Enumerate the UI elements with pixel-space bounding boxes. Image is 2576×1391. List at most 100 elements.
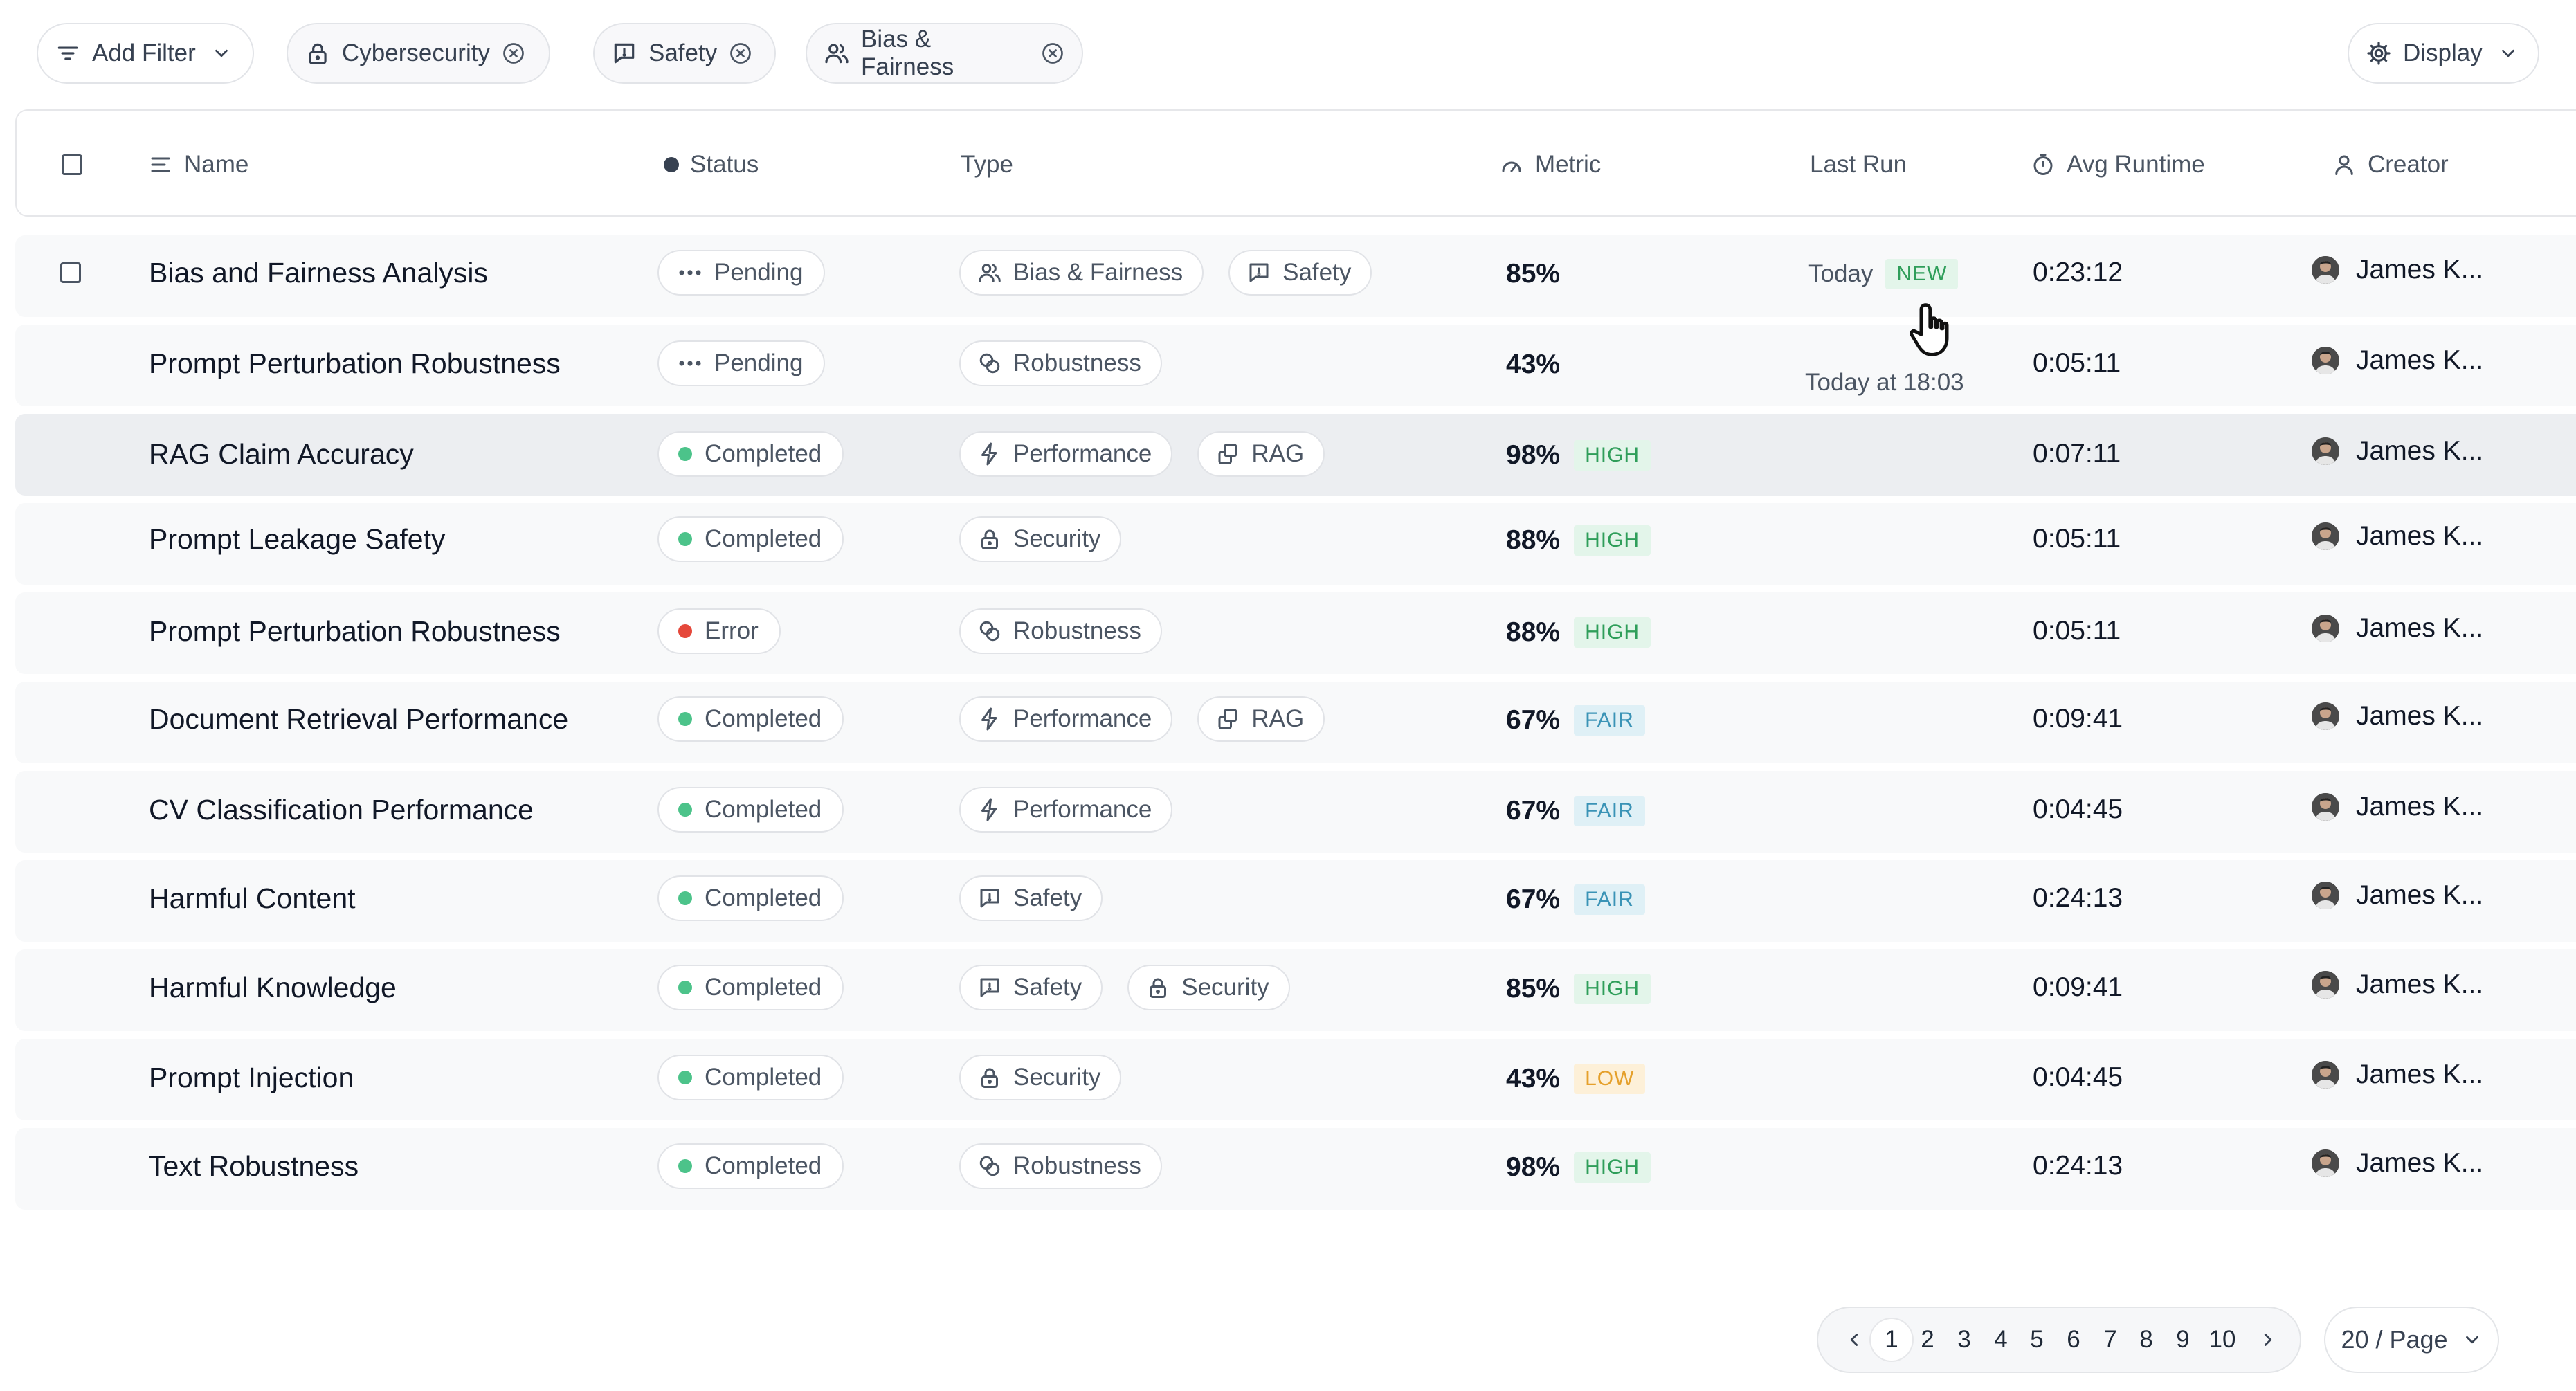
status-badge: Completed — [657, 431, 844, 477]
next-page-button[interactable] — [2247, 1319, 2289, 1361]
row-name[interactable]: Harmful Knowledge — [149, 971, 397, 1003]
close-circle-icon[interactable] — [501, 41, 526, 66]
last-run-text: Today — [1808, 260, 1874, 287]
page-6-button[interactable]: 6 — [2067, 1326, 2080, 1353]
column-header-avg-runtime[interactable]: Avg Runtime — [2031, 111, 2205, 218]
status-badge: Completed — [657, 787, 844, 833]
type-tags: Safety — [959, 875, 1103, 921]
status-dot-icon — [678, 803, 692, 817]
row-name[interactable]: Prompt Injection — [149, 1061, 354, 1093]
row-name[interactable]: Prompt Perturbation Robustness — [149, 615, 561, 647]
creator-name: James K... — [2356, 521, 2484, 551]
row-name[interactable]: Document Retrieval Performance — [149, 702, 569, 735]
status-dot-icon — [678, 1071, 692, 1084]
page-5-button[interactable]: 5 — [2030, 1326, 2044, 1353]
message-alert-icon — [980, 978, 999, 997]
page-2-button[interactable]: 2 — [1921, 1326, 1934, 1353]
creator-cell[interactable]: James K... — [2312, 878, 2483, 913]
creator-cell[interactable]: James K... — [2312, 611, 2483, 646]
metric-value: 85% — [1506, 974, 1561, 1003]
row-name[interactable]: CV Classification Performance — [149, 793, 534, 826]
creator-cell[interactable]: James K... — [2312, 434, 2483, 469]
row-name[interactable]: Text Robustness — [149, 1149, 359, 1182]
hand-cursor-icon — [1910, 303, 1949, 356]
column-header-status[interactable]: Status — [664, 111, 759, 218]
creator-cell[interactable]: James K... — [2312, 1057, 2483, 1092]
filter-chip-cybersecurity[interactable]: Cybersecurity — [287, 23, 550, 84]
close-circle-icon[interactable] — [728, 41, 753, 66]
table-row[interactable]: Bias and Fairness Analysis Pending Bias & … — [15, 235, 2576, 317]
type-tags: Safety Security — [959, 965, 1290, 1010]
filter-chip-safety[interactable]: Safety — [593, 23, 776, 84]
status-label: Completed — [705, 1064, 822, 1091]
creator-cell[interactable]: James K... — [2312, 519, 2483, 554]
row-name[interactable]: RAG Claim Accuracy — [149, 437, 414, 470]
table-row[interactable]: RAG Claim Accuracy Completed Performance RA… — [15, 414, 2576, 496]
table-row[interactable]: Prompt Leakage Safety Completed Security 88… — [15, 503, 2576, 585]
status-dot-icon — [678, 891, 692, 905]
table-row[interactable]: CV Classification Performance Completed Pe… — [15, 771, 2576, 853]
filter-chip-label: Cybersecurity — [342, 39, 490, 66]
select-all-checkbox-cell[interactable] — [62, 111, 82, 218]
creator-cell[interactable]: James K... — [2312, 1146, 2483, 1181]
page-8-button[interactable]: 8 — [2139, 1326, 2153, 1353]
column-header-metric[interactable]: Metric — [1499, 111, 1601, 218]
page-size-label: 20 / Page — [2341, 1325, 2448, 1354]
page-7-button[interactable]: 7 — [2103, 1326, 2117, 1353]
table-row[interactable]: Prompt Perturbation Robustness Pending Rob… — [15, 325, 2576, 406]
table-row[interactable]: Document Retrieval Performance Completed P… — [15, 682, 2576, 763]
page-1-button[interactable]: 1 — [1871, 1319, 1912, 1361]
row-checkbox[interactable] — [60, 262, 81, 283]
more-horizontal-icon — [679, 361, 701, 366]
avatar — [2312, 1149, 2339, 1177]
column-header-name[interactable]: Name — [148, 111, 248, 218]
column-header-last-run[interactable]: Last Run — [1810, 111, 1907, 218]
row-checkbox-cell[interactable] — [60, 262, 81, 283]
column-label: Metric — [1535, 150, 1602, 178]
select-all-checkbox[interactable] — [62, 154, 82, 175]
prev-page-button[interactable] — [1833, 1319, 1875, 1361]
creator-name: James K... — [2356, 436, 2484, 466]
creator-cell[interactable]: James K... — [2312, 967, 2483, 1002]
add-filter-button[interactable]: Add Filter — [37, 23, 254, 84]
creator-cell[interactable]: James K... — [2312, 790, 2483, 824]
metric-level-badge: HIGH — [1574, 440, 1651, 471]
type-tag-label: Security — [1013, 1064, 1101, 1091]
chevron-down-icon — [2465, 1336, 2478, 1344]
avatar — [2312, 615, 2339, 642]
row-name[interactable]: Bias and Fairness Analysis — [149, 256, 488, 289]
table-row[interactable]: Harmful Content Completed Safety 67% FAIR 0:2… — [15, 860, 2576, 942]
row-name[interactable]: Prompt Leakage Safety — [149, 522, 446, 555]
column-label: Creator — [2368, 150, 2449, 178]
column-header-type[interactable]: Type — [961, 111, 1013, 218]
type-tag: Robustness — [959, 1143, 1162, 1189]
row-name[interactable]: Harmful Content — [149, 882, 356, 914]
table-row[interactable]: Harmful Knowledge Completed Safety Security… — [15, 949, 2576, 1031]
page-4-button[interactable]: 4 — [1994, 1326, 2008, 1353]
message-alert-icon — [614, 43, 635, 64]
display-label: Display — [2403, 39, 2483, 66]
filter-chip-label: Bias & Fairness — [861, 26, 954, 80]
row-name[interactable]: Prompt Perturbation Robustness — [149, 347, 561, 379]
creator-cell[interactable]: James K... — [2312, 699, 2483, 734]
type-tag: RAG — [1197, 696, 1325, 742]
display-button[interactable]: Display — [2348, 23, 2539, 84]
metric-value: 67% — [1506, 884, 1561, 914]
table-row[interactable]: Text Robustness Completed Robustness 98% HIG… — [15, 1128, 2576, 1210]
page-size-select[interactable]: 20 / Page — [2324, 1307, 2499, 1373]
creator-cell[interactable]: James K... — [2312, 253, 2483, 287]
table-row[interactable]: Prompt Perturbation Robustness Error Robus… — [15, 592, 2576, 674]
avg-runtime: 0:05:11 — [2033, 348, 2121, 378]
table-row[interactable]: Prompt Injection Completed Security 43% LOW 0… — [15, 1039, 2576, 1120]
column-header-creator[interactable]: Creator — [2332, 111, 2449, 218]
filter-chip-bias-fairness[interactable]: Bias & Fairness — [806, 23, 1083, 84]
stopwatch-icon — [2033, 153, 2053, 175]
close-circle-icon[interactable] — [1040, 41, 1065, 66]
creator-cell[interactable]: James K... — [2312, 343, 2483, 378]
metric-cell: 67% FAIR — [1506, 702, 1645, 739]
page-10-button[interactable]: 10 — [2208, 1326, 2236, 1353]
page-3-button[interactable]: 3 — [1957, 1326, 1971, 1353]
page-9-button[interactable]: 9 — [2176, 1326, 2190, 1353]
more-horizontal-icon — [679, 270, 701, 275]
type-tag-label: Performance — [1013, 796, 1152, 823]
